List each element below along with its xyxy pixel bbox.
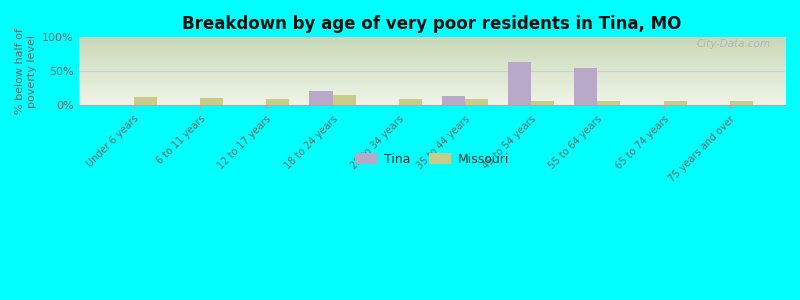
Bar — [508, 62, 531, 105]
Bar — [333, 94, 356, 105]
Bar — [574, 68, 598, 105]
Bar — [200, 98, 223, 105]
Text: City-Data.com: City-Data.com — [697, 39, 771, 50]
Legend: Tina, Missouri: Tina, Missouri — [350, 148, 514, 171]
Bar — [310, 91, 333, 105]
Bar — [663, 101, 686, 105]
Bar — [730, 101, 753, 105]
Bar — [266, 99, 290, 105]
Bar — [134, 97, 157, 105]
Bar — [598, 101, 621, 105]
Y-axis label: % below half of
poverty level: % below half of poverty level — [15, 28, 37, 114]
Title: Breakdown by age of very poor residents in Tina, MO: Breakdown by age of very poor residents … — [182, 15, 682, 33]
Bar — [465, 99, 488, 105]
Bar — [442, 96, 465, 105]
Bar — [531, 101, 554, 105]
Bar — [398, 99, 422, 105]
